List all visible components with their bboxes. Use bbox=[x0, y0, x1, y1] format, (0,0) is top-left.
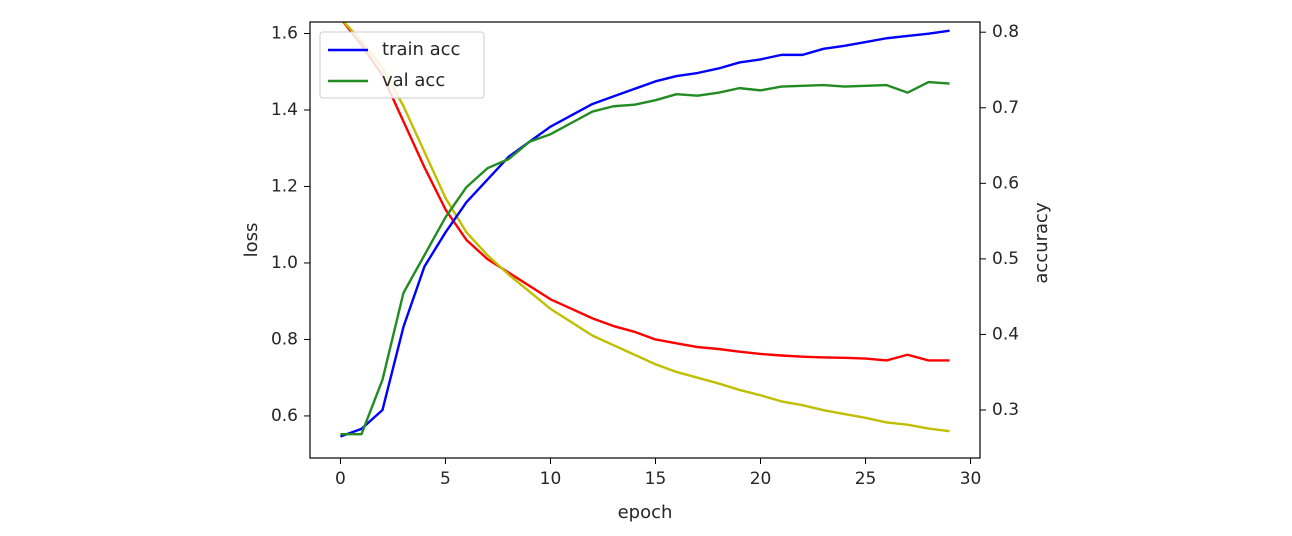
y2-tick-label: 0.5 bbox=[992, 249, 1019, 269]
x-tick-label: 15 bbox=[645, 469, 667, 489]
y-tick-label: 0.6 bbox=[271, 406, 298, 426]
x-tick-label: 20 bbox=[750, 469, 772, 489]
y-tick-label: 1.6 bbox=[271, 23, 298, 43]
y2-tick-label: 0.4 bbox=[992, 324, 1019, 344]
x-tick-label: 30 bbox=[960, 469, 982, 489]
y2-axis-label: accuracy bbox=[1031, 202, 1052, 284]
x-axis-label: epoch bbox=[618, 502, 673, 523]
x-tick-label: 25 bbox=[855, 469, 877, 489]
x-tick-label: 10 bbox=[540, 469, 562, 489]
legend-label-val-acc: val acc bbox=[382, 70, 445, 91]
plot-frame bbox=[309, 21, 981, 459]
lines-layer bbox=[340, 22, 950, 438]
train-acc-line bbox=[340, 29, 950, 438]
y-tick-label: 1.2 bbox=[271, 176, 298, 196]
ticks-layer: 0 5 10 15 20 25 30 0.6 0.8 1.0 1.2 1.4 1.6 0.3 0.4 0.5 0… bbox=[271, 22, 1019, 489]
val-acc-line bbox=[340, 80, 950, 436]
y2-tick-label: 0.8 bbox=[992, 22, 1019, 42]
y2-tick-label: 0.3 bbox=[992, 400, 1019, 420]
loss-line bbox=[341, 22, 950, 362]
x-tick-label: 0 bbox=[335, 469, 346, 489]
y2-tick-label: 0.7 bbox=[992, 98, 1019, 118]
x-tick-label: 5 bbox=[440, 469, 451, 489]
y-tick-label: 1.0 bbox=[271, 253, 298, 273]
y-tick-label: 1.4 bbox=[271, 100, 298, 120]
y-tick-label: 0.8 bbox=[271, 329, 298, 349]
y-axis-label: loss bbox=[241, 223, 262, 258]
y2-tick-label: 0.6 bbox=[992, 173, 1019, 193]
legend-label-train-acc: train acc bbox=[382, 39, 460, 60]
val-loss-line bbox=[342, 22, 950, 433]
legend: train acc val acc bbox=[319, 31, 485, 99]
